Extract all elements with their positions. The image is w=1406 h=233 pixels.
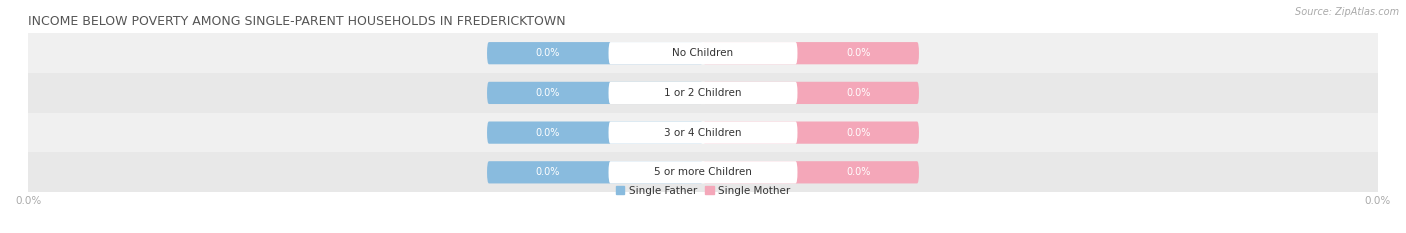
FancyBboxPatch shape — [486, 161, 703, 183]
FancyBboxPatch shape — [486, 121, 703, 144]
Bar — [28, 73, 1378, 113]
FancyBboxPatch shape — [609, 42, 797, 64]
Text: INCOME BELOW POVERTY AMONG SINGLE-PARENT HOUSEHOLDS IN FREDERICKTOWN: INCOME BELOW POVERTY AMONG SINGLE-PARENT… — [28, 15, 565, 28]
Text: 0.0%: 0.0% — [536, 48, 560, 58]
FancyBboxPatch shape — [609, 161, 797, 183]
Text: 0.0%: 0.0% — [536, 88, 560, 98]
Text: No Children: No Children — [672, 48, 734, 58]
Text: 3 or 4 Children: 3 or 4 Children — [664, 128, 742, 138]
Bar — [28, 113, 1378, 152]
Text: 0.0%: 0.0% — [846, 88, 870, 98]
Text: 0.0%: 0.0% — [846, 128, 870, 138]
Text: 1 or 2 Children: 1 or 2 Children — [664, 88, 742, 98]
FancyBboxPatch shape — [609, 121, 797, 144]
FancyBboxPatch shape — [703, 161, 920, 183]
Bar — [28, 33, 1378, 73]
Legend: Single Father, Single Mother: Single Father, Single Mother — [612, 181, 794, 200]
Text: 0.0%: 0.0% — [846, 48, 870, 58]
FancyBboxPatch shape — [486, 42, 703, 64]
Text: 0.0%: 0.0% — [846, 167, 870, 177]
Bar — [28, 152, 1378, 192]
Text: 5 or more Children: 5 or more Children — [654, 167, 752, 177]
FancyBboxPatch shape — [703, 82, 920, 104]
FancyBboxPatch shape — [609, 82, 797, 104]
Text: Source: ZipAtlas.com: Source: ZipAtlas.com — [1295, 7, 1399, 17]
FancyBboxPatch shape — [486, 82, 703, 104]
FancyBboxPatch shape — [703, 121, 920, 144]
FancyBboxPatch shape — [703, 42, 920, 64]
Text: 0.0%: 0.0% — [536, 128, 560, 138]
Text: 0.0%: 0.0% — [536, 167, 560, 177]
